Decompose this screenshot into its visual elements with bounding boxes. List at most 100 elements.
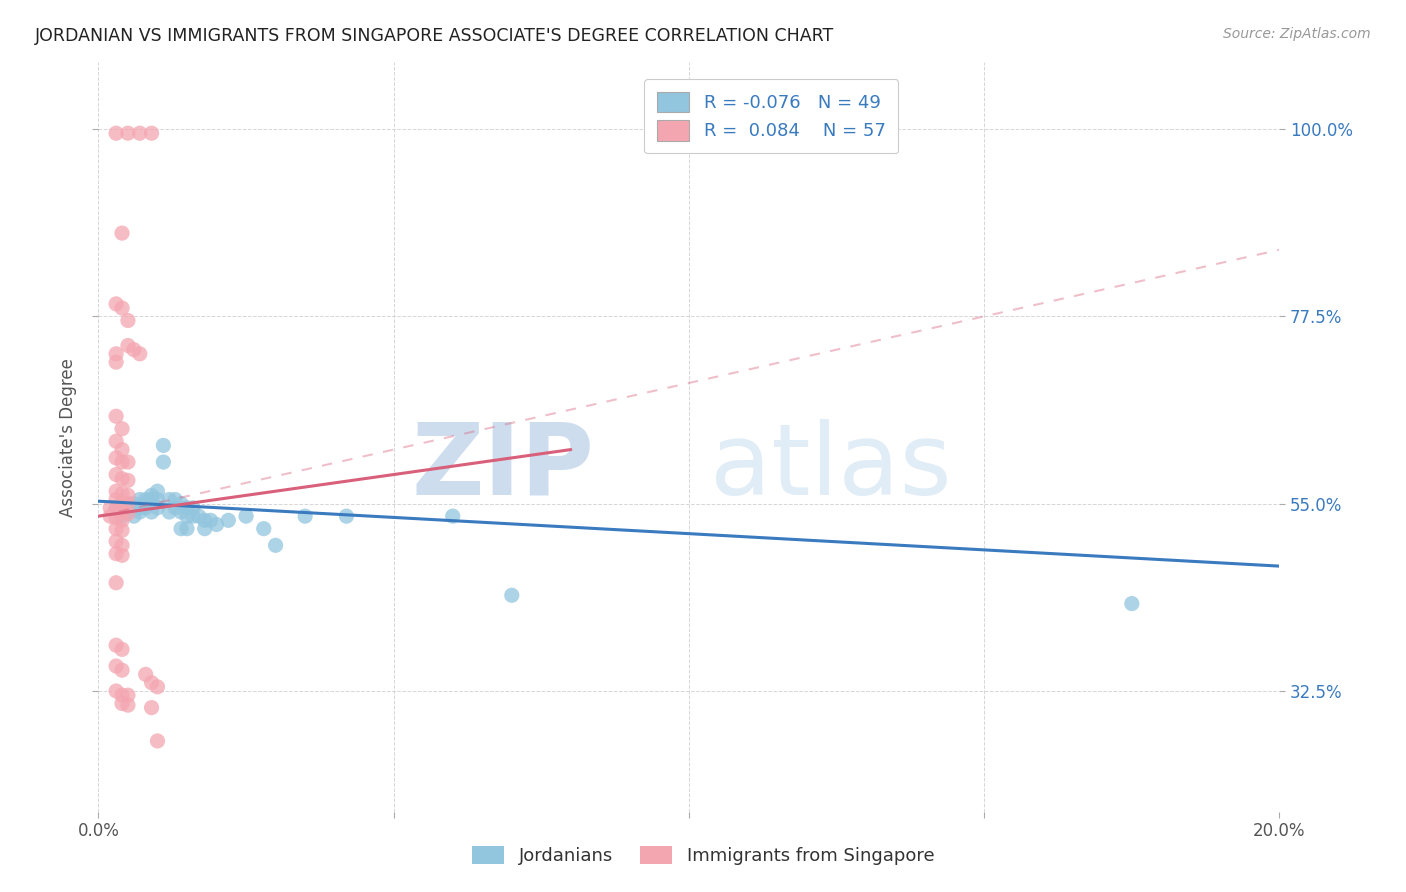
- Point: [141, 492, 163, 507]
- Point: [187, 509, 209, 524]
- Point: [117, 488, 139, 502]
- Point: [170, 497, 193, 511]
- Point: [105, 492, 128, 507]
- Point: [194, 522, 217, 536]
- Point: [111, 538, 134, 552]
- Point: [117, 338, 139, 352]
- Legend: R = -0.076   N = 49, R =  0.084    N = 57: R = -0.076 N = 49, R = 0.084 N = 57: [644, 79, 898, 153]
- Point: [111, 697, 134, 711]
- Point: [111, 549, 134, 563]
- Point: [105, 434, 128, 449]
- Point: [146, 484, 169, 499]
- Point: [98, 509, 121, 524]
- Point: [176, 522, 198, 536]
- Point: [111, 422, 134, 436]
- Point: [122, 500, 145, 515]
- Point: [111, 495, 134, 509]
- Point: [141, 126, 163, 140]
- Point: [111, 442, 134, 457]
- Point: [111, 688, 134, 702]
- Point: [128, 505, 150, 519]
- Point: [105, 684, 128, 698]
- Text: JORDANIAN VS IMMIGRANTS FROM SINGAPORE ASSOCIATE'S DEGREE CORRELATION CHART: JORDANIAN VS IMMIGRANTS FROM SINGAPORE A…: [35, 27, 834, 45]
- Y-axis label: Associate's Degree: Associate's Degree: [59, 358, 77, 516]
- Point: [141, 505, 163, 519]
- Point: [146, 734, 169, 748]
- Point: [105, 467, 128, 482]
- Point: [157, 492, 180, 507]
- Point: [141, 675, 163, 690]
- Point: [117, 500, 139, 515]
- Point: [441, 509, 464, 524]
- Point: [111, 226, 134, 240]
- Point: [105, 522, 128, 536]
- Point: [294, 509, 316, 524]
- Point: [111, 472, 134, 486]
- Point: [157, 505, 180, 519]
- Point: [135, 500, 157, 515]
- Point: [135, 492, 157, 507]
- Point: [111, 486, 134, 500]
- Point: [117, 455, 139, 469]
- Point: [111, 524, 134, 538]
- Point: [146, 680, 169, 694]
- Point: [141, 700, 163, 714]
- Point: [111, 301, 134, 315]
- Point: [105, 126, 128, 140]
- Point: [105, 511, 128, 525]
- Point: [105, 502, 128, 516]
- Point: [111, 513, 134, 527]
- Point: [152, 438, 174, 452]
- Point: [105, 638, 128, 652]
- Point: [128, 347, 150, 361]
- Point: [105, 297, 128, 311]
- Point: [105, 409, 128, 424]
- Point: [176, 509, 198, 524]
- Point: [128, 126, 150, 140]
- Point: [128, 492, 150, 507]
- Point: [128, 500, 150, 515]
- Point: [205, 517, 228, 532]
- Point: [117, 474, 139, 488]
- Point: [170, 505, 193, 519]
- Point: [1121, 597, 1143, 611]
- Point: [98, 500, 121, 515]
- Point: [181, 500, 204, 515]
- Point: [135, 667, 157, 681]
- Point: [117, 505, 139, 519]
- Point: [105, 450, 128, 465]
- Point: [117, 688, 139, 702]
- Point: [122, 343, 145, 357]
- Point: [200, 513, 222, 527]
- Point: [117, 698, 139, 713]
- Point: [165, 500, 187, 515]
- Point: [105, 659, 128, 673]
- Point: [111, 505, 134, 519]
- Point: [135, 497, 157, 511]
- Text: atlas: atlas: [710, 418, 952, 516]
- Point: [117, 126, 139, 140]
- Point: [105, 347, 128, 361]
- Point: [117, 497, 139, 511]
- Point: [217, 513, 239, 527]
- Point: [181, 509, 204, 524]
- Point: [105, 500, 128, 515]
- Point: [105, 547, 128, 561]
- Point: [335, 509, 357, 524]
- Point: [105, 355, 128, 369]
- Point: [105, 534, 128, 549]
- Text: ZIP: ZIP: [412, 418, 595, 516]
- Point: [141, 488, 163, 502]
- Point: [152, 455, 174, 469]
- Point: [176, 500, 198, 515]
- Point: [111, 455, 134, 469]
- Point: [111, 509, 134, 524]
- Point: [122, 497, 145, 511]
- Point: [235, 509, 257, 524]
- Legend: Jordanians, Immigrants from Singapore: Jordanians, Immigrants from Singapore: [463, 837, 943, 874]
- Point: [264, 538, 287, 552]
- Point: [105, 484, 128, 499]
- Text: Source: ZipAtlas.com: Source: ZipAtlas.com: [1223, 27, 1371, 41]
- Point: [146, 492, 169, 507]
- Point: [501, 588, 523, 602]
